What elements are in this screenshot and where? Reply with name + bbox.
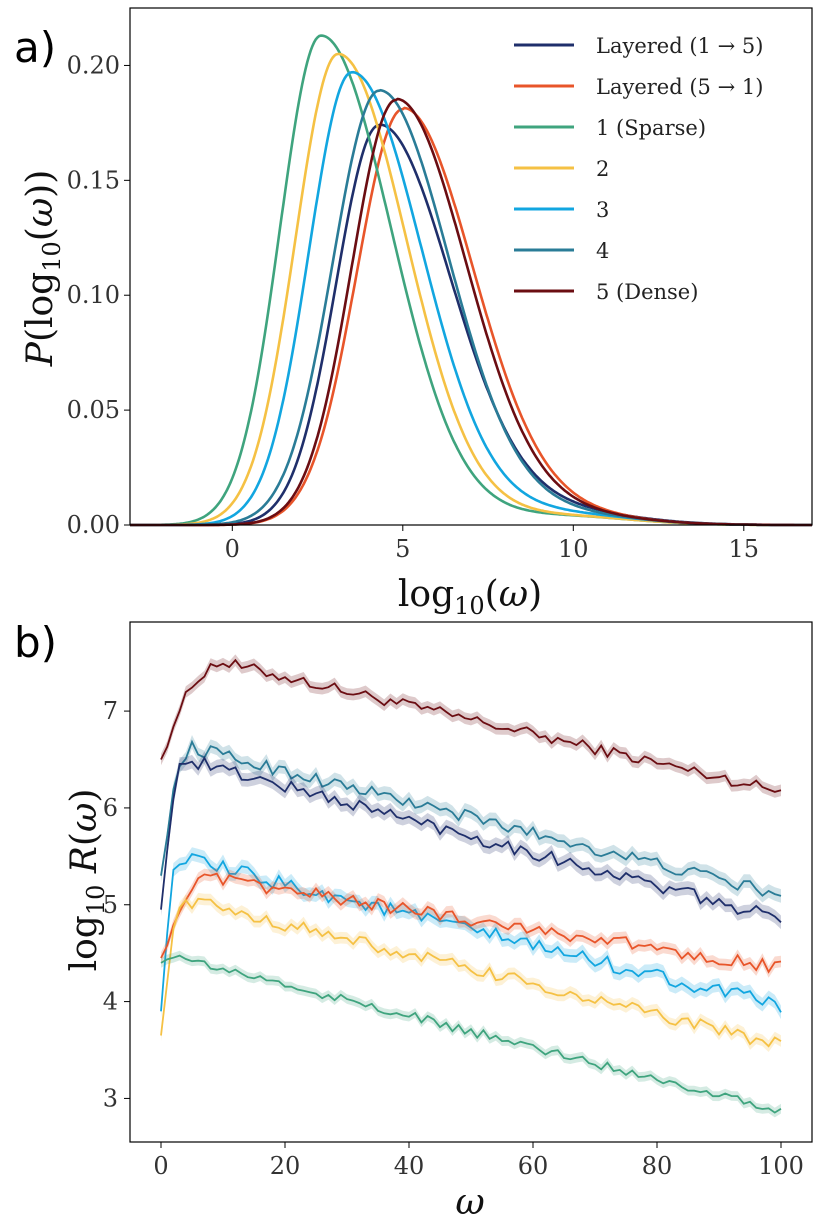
legend-label-4: 4 — [596, 239, 609, 263]
panel-a-density-chart: 0 5 10 15 0.00 0.05 0.10 0.15 0.20 Layered (1 → … — [20, 7, 813, 620]
ratio-line-5-dense — [160, 658, 782, 793]
panel-a-ylabel: P(log10(ω)) — [20, 170, 66, 368]
ratio-line-2 — [160, 897, 782, 1048]
panel-b-ytick-label: 5 — [103, 891, 118, 919]
panel-b-ytick-label: 3 — [103, 1084, 118, 1112]
ratio-line-3 — [160, 852, 782, 1013]
ratio-band-3 — [161, 847, 781, 1020]
ratio-line-layered-1-5 — [160, 756, 782, 923]
panel-b-ticks: 0 20 40 60 80 100 3 4 5 6 7 — [103, 697, 804, 1180]
panel-a-ticks: 0 5 10 15 0.00 0.05 0.10 0.15 0.20 — [67, 51, 760, 563]
panel-b-ytick-label: 4 — [103, 988, 118, 1016]
panel-b-xlabel: ω — [455, 1182, 484, 1223]
density-line-5-dense — [130, 97, 812, 527]
panel-b-ytick-label: 7 — [103, 697, 118, 725]
panel-a-ytick-label: 0.00 — [67, 511, 120, 539]
ratio-band-4 — [161, 735, 781, 903]
panel-a-ytick-label: 0.10 — [67, 281, 120, 309]
ratio-band-layered-1-5 — [161, 751, 781, 930]
panel-b-xtick-label: 0 — [153, 1152, 168, 1180]
legend-label-3: 3 — [596, 198, 609, 222]
legend-label-2: 2 — [596, 157, 609, 181]
legend-label-layered-1-5: Layered (1 → 5) — [596, 34, 763, 58]
panel-b-xtick-label: 80 — [642, 1152, 673, 1180]
panel-a-frame — [129, 7, 813, 526]
density-line-3 — [130, 70, 812, 527]
panel-b-xtick-label: 40 — [394, 1152, 425, 1180]
panel-b-ratio-chart: 0 20 40 60 80 100 3 4 5 6 7 ω log10 R(ω) — [64, 621, 813, 1223]
ratio-band-5-dense — [161, 654, 781, 798]
density-line-2 — [130, 52, 812, 527]
panel-b-xtick-label: 100 — [758, 1152, 804, 1180]
panel-a-ytick-label: 0.15 — [67, 166, 120, 194]
density-line-4 — [130, 88, 812, 527]
ratio-line-layered-5-1 — [160, 872, 782, 974]
panel-label-b: b) — [14, 618, 57, 667]
panel-a-curves — [130, 34, 812, 527]
panel-a-xtick-label: 0 — [225, 535, 240, 563]
ratio-band-layered-5-1 — [161, 867, 781, 978]
panel-b-xtick-label: 20 — [270, 1152, 301, 1180]
legend-label-5-dense: 5 (Dense) — [596, 280, 698, 304]
panel-a-ytick-label: 0.05 — [67, 396, 120, 424]
ratio-line-4 — [160, 739, 782, 897]
ratio-band-2 — [161, 892, 781, 1052]
panel-b-ylabel: log10 R(ω) — [64, 789, 110, 972]
panel-b-xtick-label: 60 — [518, 1152, 549, 1180]
panel-b-ytick-label: 6 — [103, 794, 118, 822]
panel-a-xlabel: log10(ω) — [398, 574, 542, 620]
panel-a-xtick-label: 5 — [395, 535, 410, 563]
panel-label-a: a) — [14, 23, 56, 72]
legend-label-1-sparse: 1 (Sparse) — [596, 116, 706, 140]
panel-a-ytick-label: 0.20 — [67, 51, 120, 79]
ratio-line-1-sparse — [160, 954, 782, 1114]
panel-b-frame — [129, 621, 813, 1143]
density-line-layered-5-1 — [130, 106, 812, 527]
panel-a-legend: Layered (1 → 5) Layered (5 → 1) 1 (Sparse)… — [514, 34, 763, 304]
panel-a-xtick-label: 15 — [729, 535, 760, 563]
density-line-layered-1-5 — [130, 123, 812, 527]
panel-a-xtick-label: 10 — [558, 535, 589, 563]
panel-b-curves — [160, 654, 782, 1118]
legend-label-layered-5-1: Layered (5 → 1) — [596, 75, 763, 99]
